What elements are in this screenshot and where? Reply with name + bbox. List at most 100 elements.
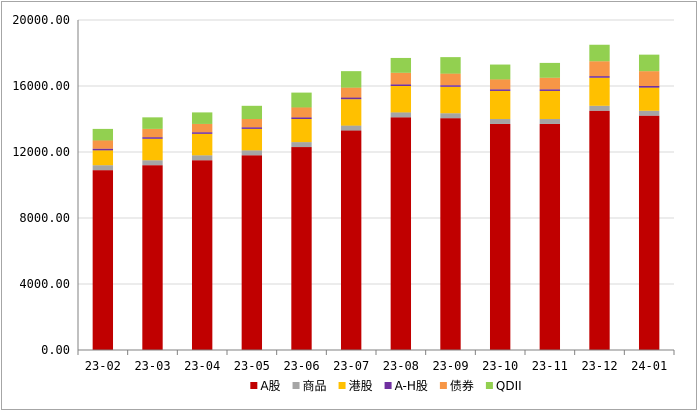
bar-segment bbox=[191, 112, 213, 124]
bar-segment bbox=[291, 92, 312, 108]
bar-segment bbox=[539, 89, 561, 91]
legend-item: A股 bbox=[250, 379, 281, 393]
bar-segment bbox=[340, 130, 362, 350]
bar-segment bbox=[489, 89, 511, 91]
bar-segment bbox=[291, 142, 312, 148]
bar-segment bbox=[340, 71, 362, 88]
bar-segment bbox=[340, 87, 362, 98]
y-tick-label: 16000.00 bbox=[12, 79, 70, 93]
legend-swatch bbox=[384, 382, 392, 389]
bar-segment bbox=[390, 117, 412, 350]
bar-segment bbox=[241, 150, 263, 156]
bar-segment bbox=[539, 77, 561, 90]
bar-segment bbox=[191, 123, 213, 133]
bar-segment bbox=[142, 128, 163, 138]
legend-item: 港股 bbox=[338, 379, 373, 393]
bar-segment bbox=[390, 57, 412, 73]
bar-segment bbox=[390, 86, 412, 113]
bar-segment bbox=[440, 113, 461, 119]
bar-segment bbox=[539, 119, 561, 124]
bar-segment bbox=[638, 87, 660, 111]
bar-segment bbox=[440, 85, 461, 87]
x-tick-label: 23-09 bbox=[432, 359, 468, 373]
legend-swatch bbox=[338, 382, 346, 389]
axes: 0.00 4000.00 8000.00 12000.00 16000.00 20000.… bbox=[12, 13, 675, 373]
bar-segment bbox=[589, 76, 610, 78]
bar-segment bbox=[440, 57, 461, 74]
x-tick-label: 23-10 bbox=[482, 359, 518, 373]
bar-segment bbox=[241, 128, 263, 151]
bar-segment bbox=[291, 147, 312, 350]
legend-label: 债券 bbox=[450, 378, 474, 393]
legend-swatch bbox=[292, 382, 300, 389]
x-tick-label: 23-02 bbox=[85, 359, 121, 373]
bar-segment bbox=[340, 125, 362, 131]
legend: A股 商品 港股 A-H股 债券 QDII bbox=[250, 378, 522, 393]
bar-segment bbox=[92, 165, 114, 171]
x-tick-label: 23-12 bbox=[581, 359, 617, 373]
bar-segment bbox=[191, 133, 213, 156]
bar-segment bbox=[142, 165, 163, 350]
bar-segment bbox=[92, 140, 114, 149]
bar-segment bbox=[291, 119, 312, 143]
bar-segment bbox=[142, 117, 163, 129]
x-tick-label: 23-11 bbox=[532, 359, 568, 373]
bar-segment bbox=[241, 155, 263, 350]
y-tick-label: 8000.00 bbox=[19, 211, 70, 225]
bar-segment bbox=[191, 155, 213, 161]
bar-segment bbox=[589, 77, 610, 106]
bar-segment bbox=[489, 123, 511, 350]
x-tick-label: 23-06 bbox=[283, 359, 319, 373]
bar-segment bbox=[638, 115, 660, 350]
legend-item: 商品 bbox=[292, 378, 327, 393]
bar-segment bbox=[340, 97, 362, 100]
bar-segment bbox=[92, 148, 114, 151]
bar-segment bbox=[589, 110, 610, 350]
bar-segment bbox=[340, 99, 362, 126]
legend-label: QDII bbox=[496, 379, 522, 393]
x-tick-label: 23-05 bbox=[234, 359, 270, 373]
legend-swatch bbox=[250, 382, 258, 389]
y-tick-label: 4000.00 bbox=[19, 277, 70, 291]
y-tick-label: 20000.00 bbox=[12, 13, 70, 27]
bar-segment bbox=[539, 90, 561, 119]
legend-swatch bbox=[439, 382, 447, 389]
bar-segment bbox=[638, 86, 660, 88]
bar-segment bbox=[589, 61, 610, 77]
bar-segment bbox=[291, 117, 312, 119]
bar-segment bbox=[142, 138, 163, 161]
bar-segment bbox=[390, 72, 412, 85]
legend-item: 债券 bbox=[439, 378, 474, 393]
bar-segment bbox=[241, 105, 263, 119]
y-tick-label: 0.00 bbox=[41, 343, 70, 357]
bar-segment bbox=[291, 107, 312, 118]
legend-label: 商品 bbox=[303, 378, 327, 393]
y-tick-label: 12000.00 bbox=[12, 145, 70, 159]
bar-segment bbox=[589, 44, 610, 62]
x-tick-label: 23-07 bbox=[333, 359, 369, 373]
legend-item: A-H股 bbox=[384, 379, 428, 393]
bar-segment bbox=[489, 119, 511, 124]
bar-segment bbox=[241, 119, 263, 128]
bar-segment bbox=[638, 71, 660, 86]
bar-segment bbox=[539, 62, 561, 78]
bar-segment bbox=[390, 112, 412, 118]
bars bbox=[92, 44, 660, 350]
bar-segment bbox=[191, 160, 213, 350]
bar-segment bbox=[390, 84, 412, 86]
bar-segment bbox=[489, 64, 511, 80]
bar-segment bbox=[539, 123, 561, 350]
bar-segment bbox=[191, 132, 213, 134]
bar-segment bbox=[440, 118, 461, 350]
bar-segment bbox=[92, 150, 114, 166]
bar-segment bbox=[589, 105, 610, 111]
x-tick-label: 24-01 bbox=[631, 359, 667, 373]
gridlines bbox=[78, 19, 674, 285]
bar-segment bbox=[489, 90, 511, 119]
bar-segment bbox=[142, 137, 163, 139]
bar-segment bbox=[92, 170, 114, 350]
legend-item: QDII bbox=[485, 379, 522, 393]
legend-label: 港股 bbox=[349, 379, 373, 393]
bar-segment bbox=[638, 110, 660, 116]
